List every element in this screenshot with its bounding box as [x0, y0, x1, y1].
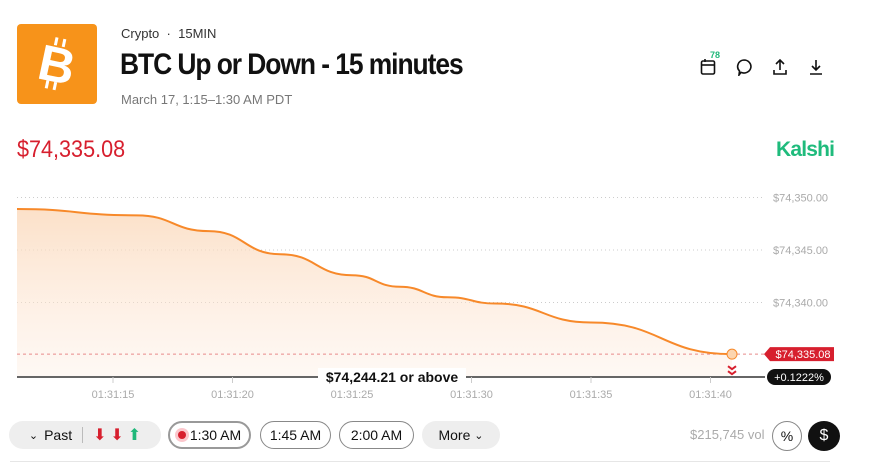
down-arrow-icon: ⬇: [93, 427, 107, 444]
frequency-label: 15MIN: [178, 26, 217, 41]
share-icon: [773, 58, 787, 75]
current-price-tag-label: $74,335.08: [775, 349, 830, 361]
down-chevrons-icon: [727, 365, 737, 376]
more-button[interactable]: More ⌄: [422, 421, 500, 449]
percent-toggle[interactable]: %: [772, 421, 802, 451]
time-label: 1:30 AM: [189, 427, 242, 443]
change-tag-label: +0.1222%: [774, 372, 824, 384]
price-area: [17, 209, 733, 377]
current-point: [726, 348, 738, 360]
x-tick-label: 01:31:15: [92, 389, 135, 401]
current-price-tag: [764, 347, 834, 362]
event-date: March 17, 1:15–1:30 AM PDT: [121, 92, 293, 107]
separator: ·: [166, 26, 171, 41]
volume: $215,745 vol: [690, 427, 765, 442]
strike-label-bg: [318, 368, 466, 386]
y-tick-label: $74,350.00: [773, 193, 828, 205]
down-arrow-icon: ⬇: [110, 427, 124, 444]
calendar-badge: 78: [710, 50, 721, 60]
divider: [10, 461, 830, 462]
time-label: 2:00 AM: [350, 427, 403, 443]
more-label: More: [438, 427, 471, 443]
category-line: Crypto · 15MIN: [121, 26, 216, 41]
up-arrow-icon: ⬆: [127, 427, 142, 444]
time-1-30-button[interactable]: 1:30 AM: [168, 421, 251, 449]
kalshi-logo[interactable]: Kalshi: [776, 138, 835, 161]
live-dot-icon: [177, 431, 186, 439]
dollar-toggle[interactable]: $: [808, 421, 840, 451]
download-icon: [810, 60, 822, 75]
download-button[interactable]: [805, 56, 827, 78]
x-tick-label: 01:31:30: [450, 389, 493, 401]
change-tag: [767, 369, 831, 385]
y-tick-label: $74,340.00: [773, 298, 828, 310]
calendar-icon: [700, 59, 716, 75]
x-tick-label: 01:31:20: [211, 389, 254, 401]
share-button[interactable]: [769, 56, 791, 78]
calendar-button[interactable]: [697, 56, 719, 78]
chevron-down-icon: ⌄: [474, 429, 484, 442]
current-price: $74,335.08: [17, 136, 126, 163]
x-tick-label: 01:31:25: [331, 389, 374, 401]
divider: [82, 427, 84, 443]
price-line: [16, 208, 733, 356]
past-label: Past: [44, 427, 73, 443]
bitcoin-icon: B: [35, 36, 79, 92]
x-tick-label: 01:31:35: [570, 389, 613, 401]
y-tick-label: $74,345.00: [773, 245, 828, 257]
strike-label: $74,244.21 or above: [326, 369, 459, 385]
past-results[interactable]: ⌄ Past ⬇ ⬇ ⬆: [9, 421, 161, 449]
time-1-45-button[interactable]: 1:45 AM: [260, 421, 331, 449]
comment-icon: [736, 59, 752, 76]
page-title: BTC Up or Down - 15 minutes: [120, 48, 464, 81]
price-chart: $74,350.00 $74,345.00 $74,340.00 01:31:15 0…: [16, 193, 834, 401]
bitcoin-logo: B: [17, 24, 97, 104]
chevron-down-icon: ⌄: [28, 429, 39, 442]
comment-button[interactable]: [733, 56, 755, 78]
time-2-00-button[interactable]: 2:00 AM: [339, 421, 414, 449]
category-link[interactable]: Crypto: [121, 26, 160, 41]
time-label: 1:45 AM: [269, 427, 322, 443]
x-tick-label: 01:31:40: [689, 389, 732, 401]
